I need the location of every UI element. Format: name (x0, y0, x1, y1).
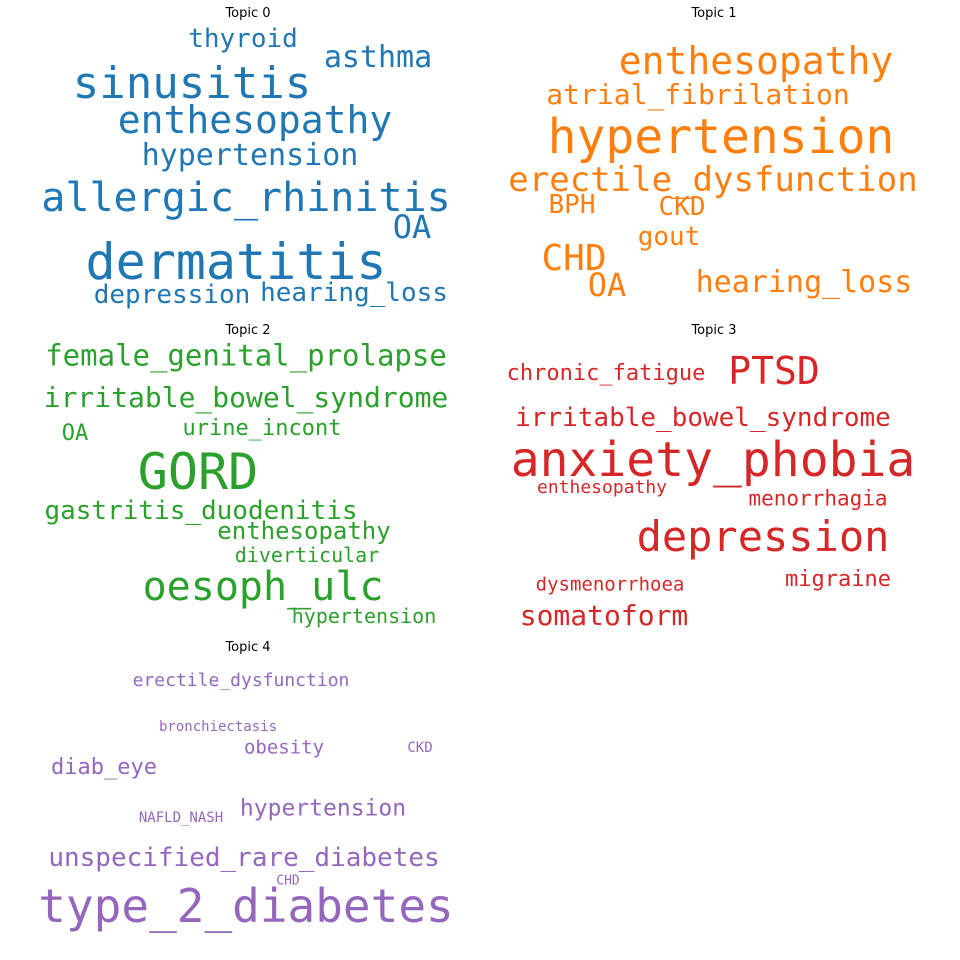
word-urine-incont: urine_incont (182, 416, 342, 441)
topic-2-title: Topic 2 (225, 323, 271, 338)
topic-3-panel: Topic 3 chronic_fatigue PTSD irritable_b… (494, 323, 934, 630)
word-ckd: CKD (658, 192, 706, 222)
topic-1-title: Topic 1 (691, 6, 737, 21)
word-enthesopathy: enthesopathy (536, 477, 668, 498)
word-hearing-loss: hearing_loss (260, 278, 448, 308)
word-hypertension: hypertension (547, 109, 895, 165)
word-nafld-nash: NAFLD_NASH (138, 810, 224, 826)
word-irritable-bowel-syndrome: irritable_bowel_syndrome (43, 381, 449, 414)
word-erectile-dysfunction: erectile_dysfunction (508, 160, 918, 200)
word-asthma: asthma (323, 40, 433, 75)
word-migraine: migraine (785, 567, 891, 592)
word-anxiety-phobia: anxiety_phobia (510, 432, 916, 488)
word-irritable-bowel-syndrome: irritable_bowel_syndrome (515, 403, 891, 433)
word-hypertension: hypertension (239, 795, 407, 822)
word-depression: depression (93, 280, 251, 310)
word-oa: OA (587, 266, 627, 304)
word-ptsd: PTSD (728, 349, 820, 393)
word-chd: CHD (276, 873, 300, 889)
word-oesoph-ulc: oesoph_ulc (142, 564, 384, 610)
word-erectile-dysfunction: erectile_dysfunction (132, 670, 350, 691)
word-type-2-diabetes: type_2_diabetes (38, 879, 454, 933)
word-diab-eye: diab_eye (51, 755, 157, 780)
word-oa: OA (61, 421, 89, 446)
topic-0-title: Topic 0 (225, 6, 271, 21)
word-sinusitis: sinusitis (72, 58, 312, 109)
word-gord: GORD (137, 443, 259, 501)
topic-1-panel: Topic 1 enthesopathy atrial_fibrilation … (494, 6, 934, 306)
word-gastritis-duodenitis: gastritis_duodenitis (44, 496, 358, 526)
word-enthesopathy: enthesopathy (217, 517, 391, 545)
word-enthesopathy: enthesopathy (117, 98, 393, 142)
word-diverticular: diverticular (234, 543, 380, 567)
word-oa: OA (392, 208, 432, 246)
topic-4-panel: Topic 4 erectile_dysfunction bronchiecta… (28, 640, 468, 950)
word-hypertension: hypertension (291, 604, 437, 628)
word-bronchiectasis: bronchiectasis (158, 719, 278, 735)
word-hypertension: hypertension (141, 138, 359, 173)
word-enthesopathy: enthesopathy (618, 39, 894, 83)
word-atrial-fibrilation: atrial_fibrilation (546, 78, 850, 111)
word-hearing-loss: hearing_loss (695, 265, 913, 300)
word-depression: depression (636, 512, 890, 561)
word-bph: BPH (548, 190, 596, 220)
word-menorrhagia: menorrhagia (748, 486, 888, 511)
word-gout: gout (637, 222, 701, 252)
topic-2-panel: Topic 2 female_genital_prolapse irritabl… (28, 323, 468, 628)
word-dysmenorrhoea: dysmenorrhoea (535, 573, 685, 596)
word-ckd: CKD (407, 740, 433, 756)
topic-3-title: Topic 3 (691, 323, 737, 338)
word-dermatitis: dermatitis (85, 233, 387, 291)
word-chd: CHD (541, 238, 607, 279)
word-obesity: obesity (243, 736, 325, 759)
word-unspecified-rare-diabetes: unspecified_rare_diabetes (48, 843, 440, 873)
word-chronic-fatigue: chronic_fatigue (506, 361, 706, 386)
topic-4-title: Topic 4 (225, 640, 271, 655)
topic-0-panel: Topic 0 sinusitis thyroid asthma entheso… (28, 6, 468, 310)
word-allergic-rhinitis: allergic_rhinitis (41, 175, 451, 221)
word-somatoform: somatoform (519, 599, 689, 632)
word-thyroid: thyroid (188, 24, 298, 54)
word-female-genital-prolapse: female_genital_prolapse (45, 338, 447, 373)
